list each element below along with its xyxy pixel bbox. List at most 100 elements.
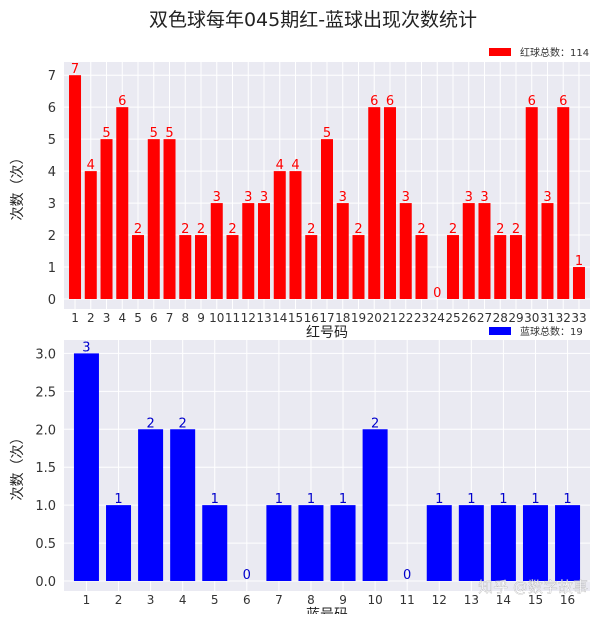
bar xyxy=(426,505,452,581)
x-tick-label: 32 xyxy=(556,311,571,325)
x-axis-label: 蓝号码 xyxy=(306,607,348,614)
x-tick-label: 6 xyxy=(150,311,158,325)
bar-value-label: 1 xyxy=(531,492,539,507)
bar-value-label: 2 xyxy=(496,222,504,237)
bar xyxy=(266,505,292,581)
bar-value-label: 1 xyxy=(114,492,122,507)
x-tick-label: 2 xyxy=(115,593,123,607)
bar xyxy=(399,203,412,299)
bar xyxy=(305,235,318,299)
bar xyxy=(132,235,145,299)
bar-value-label: 2 xyxy=(417,222,425,237)
x-tick-label: 15 xyxy=(528,593,543,607)
x-tick-label: 11 xyxy=(225,311,240,325)
x-tick-label: 1 xyxy=(83,593,91,607)
bar xyxy=(84,171,97,299)
legend-label: 蓝球总数：19 xyxy=(520,325,583,338)
x-tick-label: 21 xyxy=(382,311,397,325)
y-tick-label: 0.0 xyxy=(35,575,56,590)
x-tick-label: 20 xyxy=(367,311,382,325)
bar-value-label: 3 xyxy=(543,190,551,205)
x-tick-label: 2 xyxy=(87,311,95,325)
bar-value-label: 1 xyxy=(211,492,219,507)
bar-value-label: 6 xyxy=(559,94,567,109)
bar xyxy=(509,235,522,299)
x-tick-label: 8 xyxy=(181,311,189,325)
bar xyxy=(210,203,223,299)
bar xyxy=(478,203,491,299)
x-tick-label: 13 xyxy=(256,311,271,325)
bar-value-label: 6 xyxy=(370,94,378,109)
bar xyxy=(522,505,548,581)
bar-value-label: 3 xyxy=(244,190,252,205)
bar xyxy=(138,429,164,581)
x-tick-label: 4 xyxy=(179,593,187,607)
bar-value-label: 3 xyxy=(213,190,221,205)
bar-value-label: 2 xyxy=(197,222,205,237)
bar xyxy=(273,171,286,299)
x-tick-label: 18 xyxy=(335,311,350,325)
bar-value-label: 2 xyxy=(134,222,142,237)
bar xyxy=(446,235,459,299)
bar-value-label: 6 xyxy=(386,94,394,109)
x-tick-label: 10 xyxy=(367,593,382,607)
x-tick-label: 1 xyxy=(71,311,79,325)
bar xyxy=(336,203,349,299)
y-tick-label: 2.0 xyxy=(35,423,56,438)
bar-value-label: 2 xyxy=(179,416,187,431)
x-tick-label: 5 xyxy=(134,311,142,325)
x-tick-label: 15 xyxy=(288,311,303,325)
bar xyxy=(572,267,585,299)
bar-value-label: 0 xyxy=(403,568,411,583)
x-tick-label: 9 xyxy=(339,593,347,607)
x-tick-label: 14 xyxy=(496,593,511,607)
bar-value-label: 6 xyxy=(118,94,126,109)
bar xyxy=(195,235,208,299)
bar-value-label: 0 xyxy=(433,286,441,301)
bar xyxy=(73,353,99,581)
bar-value-label: 6 xyxy=(528,94,536,109)
x-tick-label: 33 xyxy=(571,311,586,325)
bar xyxy=(490,505,516,581)
bar xyxy=(330,505,356,581)
x-tick-label: 3 xyxy=(147,593,155,607)
bar-value-label: 1 xyxy=(575,254,583,269)
y-tick-label: 4 xyxy=(48,165,56,180)
bar-value-label: 5 xyxy=(165,126,173,141)
y-tick-label: 0 xyxy=(48,293,56,308)
bar-value-label: 1 xyxy=(499,492,507,507)
bar-value-label: 7 xyxy=(71,62,79,77)
bar xyxy=(163,139,176,299)
bar xyxy=(462,203,475,299)
bar xyxy=(458,505,484,581)
bar xyxy=(557,107,570,299)
x-tick-label: 22 xyxy=(398,311,413,325)
x-tick-label: 13 xyxy=(464,593,479,607)
x-tick-label: 4 xyxy=(118,311,126,325)
bar xyxy=(242,203,255,299)
x-tick-label: 24 xyxy=(430,311,445,325)
bar xyxy=(258,203,271,299)
bar xyxy=(415,235,428,299)
bar-value-label: 3 xyxy=(480,190,488,205)
bar xyxy=(226,235,239,299)
legend-swatch xyxy=(489,48,511,56)
bar-value-label: 2 xyxy=(449,222,457,237)
bar-value-label: 1 xyxy=(275,492,283,507)
bar xyxy=(383,107,396,299)
bar xyxy=(289,171,302,299)
bar xyxy=(368,107,381,299)
bar-value-label: 2 xyxy=(228,222,236,237)
y-axis-label: 次数（次） xyxy=(10,151,26,221)
y-tick-label: 2 xyxy=(48,229,56,244)
bar-value-label: 2 xyxy=(371,416,379,431)
bar-value-label: 1 xyxy=(467,492,475,507)
y-tick-label: 3 xyxy=(48,197,56,212)
x-tick-label: 11 xyxy=(400,593,415,607)
bar xyxy=(362,429,388,581)
bar xyxy=(525,107,538,299)
x-tick-label: 29 xyxy=(508,311,523,325)
x-tick-label: 12 xyxy=(241,311,256,325)
x-tick-label: 16 xyxy=(304,311,319,325)
